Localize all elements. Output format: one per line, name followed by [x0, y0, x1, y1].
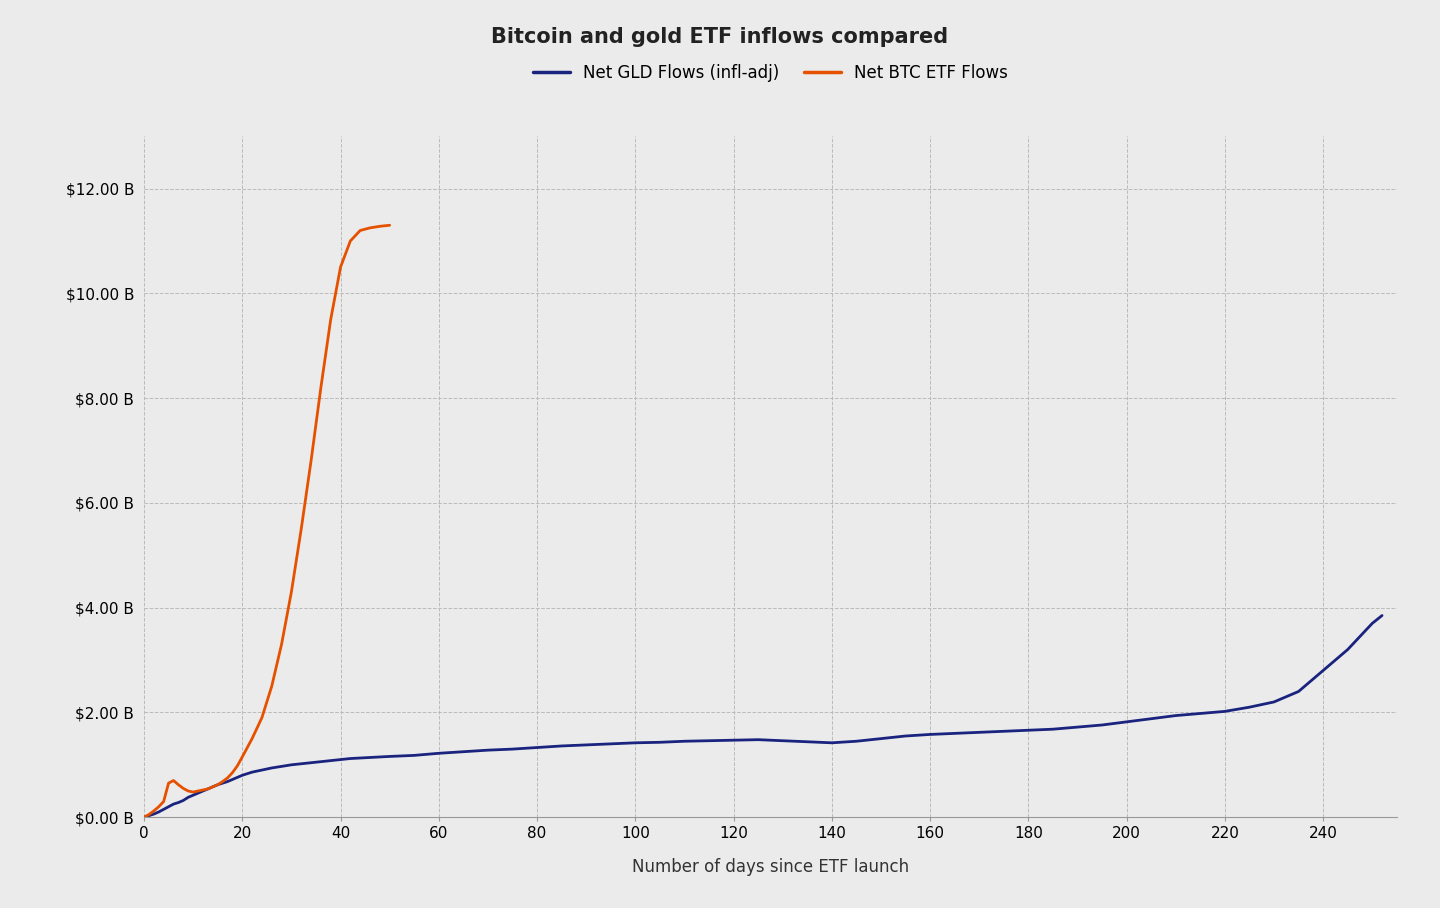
- Net BTC ETF Flows: [184, 786, 202, 797]
- Net BTC ETF Flows: [331, 262, 348, 272]
- Net BTC ETF Flows: [145, 805, 163, 816]
- Text: Bitcoin and gold ETF inflows compared: Bitcoin and gold ETF inflows compared: [491, 27, 949, 47]
- Net BTC ETF Flows: [199, 784, 216, 794]
- Net GLD Flows (infl-adj): [1374, 610, 1391, 621]
- Net BTC ETF Flows: [264, 681, 281, 692]
- Net GLD Flows (infl-adj): [553, 741, 570, 752]
- Net BTC ETF Flows: [302, 456, 320, 467]
- Net BTC ETF Flows: [219, 773, 236, 784]
- Net BTC ETF Flows: [180, 785, 197, 796]
- Net BTC ETF Flows: [190, 785, 207, 796]
- Net GLD Flows (infl-adj): [282, 759, 300, 770]
- Net BTC ETF Flows: [282, 587, 300, 597]
- Net BTC ETF Flows: [156, 796, 173, 807]
- Net BTC ETF Flows: [253, 712, 271, 723]
- Net BTC ETF Flows: [140, 809, 157, 820]
- Net GLD Flows (infl-adj): [135, 812, 153, 823]
- Net BTC ETF Flows: [209, 779, 226, 790]
- Line: Net GLD Flows (infl-adj): Net GLD Flows (infl-adj): [144, 616, 1382, 817]
- Net BTC ETF Flows: [341, 235, 359, 246]
- X-axis label: Number of days since ETF launch: Number of days since ETF launch: [632, 858, 909, 876]
- Net BTC ETF Flows: [351, 225, 369, 236]
- Net BTC ETF Flows: [229, 760, 246, 771]
- Net BTC ETF Flows: [243, 733, 261, 744]
- Net BTC ETF Flows: [292, 524, 310, 535]
- Net BTC ETF Flows: [323, 314, 340, 325]
- Net BTC ETF Flows: [361, 222, 379, 233]
- Net GLD Flows (infl-adj): [292, 758, 310, 769]
- Net BTC ETF Flows: [170, 779, 187, 790]
- Net GLD Flows (infl-adj): [341, 753, 359, 764]
- Net BTC ETF Flows: [194, 785, 212, 795]
- Net BTC ETF Flows: [223, 767, 240, 778]
- Net BTC ETF Flows: [312, 382, 330, 393]
- Net BTC ETF Flows: [160, 777, 177, 788]
- Net BTC ETF Flows: [382, 220, 399, 231]
- Net GLD Flows (infl-adj): [361, 752, 379, 763]
- Line: Net BTC ETF Flows: Net BTC ETF Flows: [144, 225, 390, 817]
- Net BTC ETF Flows: [135, 812, 153, 823]
- Net BTC ETF Flows: [215, 776, 232, 787]
- Net BTC ETF Flows: [372, 221, 389, 232]
- Net BTC ETF Flows: [204, 782, 222, 793]
- Net BTC ETF Flows: [174, 783, 192, 794]
- Net BTC ETF Flows: [233, 752, 251, 763]
- Net BTC ETF Flows: [274, 639, 291, 650]
- Net BTC ETF Flows: [150, 801, 167, 812]
- Net GLD Flows (infl-adj): [209, 779, 226, 790]
- Net BTC ETF Flows: [164, 775, 181, 786]
- Legend: Net GLD Flows (infl-adj), Net BTC ETF Flows: Net GLD Flows (infl-adj), Net BTC ETF Fl…: [524, 56, 1017, 91]
